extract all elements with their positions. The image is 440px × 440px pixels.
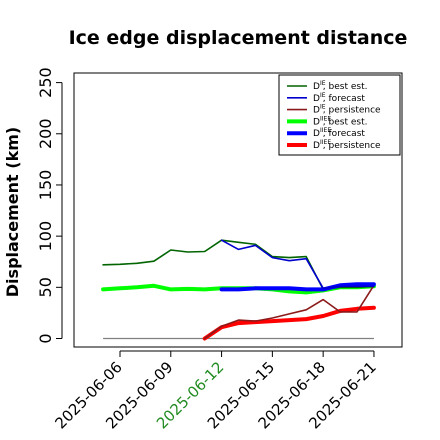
series-line-6 (202, 305, 376, 341)
legend-box (278, 74, 401, 156)
legend-label-superscript: IE (320, 92, 326, 99)
y-tick-label: 150 (36, 170, 55, 201)
y-tick-label: 200 (36, 119, 55, 150)
legend-label-superscript: IIEE (320, 127, 331, 134)
series-line-3 (203, 284, 375, 340)
legend-label-superscript: IE (320, 80, 326, 87)
legend-label: D , best est. (313, 82, 367, 92)
y-tick-label: 250 (36, 67, 55, 98)
plot-frame (73, 72, 403, 348)
legend-label: D , forecast (313, 94, 365, 104)
legend-label: D , persistence (313, 106, 381, 116)
y-tick-label: 100 (36, 221, 55, 252)
y-axis: 0 50 100 150 200 250 (36, 67, 63, 344)
y-tick-label: 50 (36, 277, 55, 297)
legend-label-superscript: IE (320, 104, 326, 111)
legend-label-superscript: IIEE (320, 139, 331, 146)
legend-label: D , forecast (313, 129, 365, 139)
series-line-2 (220, 239, 375, 290)
y-axis-label: Displacement (km) (3, 127, 22, 297)
legend-label-superscript: IIEE (320, 115, 331, 122)
series-line-1 (102, 239, 375, 291)
series-layer (101, 239, 376, 341)
legend-label: D , persistence (313, 141, 381, 151)
chart-title: Ice edge displacement distance (69, 27, 408, 49)
y-tick-label: 0 (36, 333, 55, 343)
x-axis: 2025-06-062025-06-092025-06-122025-06-15… (51, 350, 380, 432)
legend-label: D , best est. (313, 117, 367, 127)
series-line-5 (219, 282, 376, 292)
